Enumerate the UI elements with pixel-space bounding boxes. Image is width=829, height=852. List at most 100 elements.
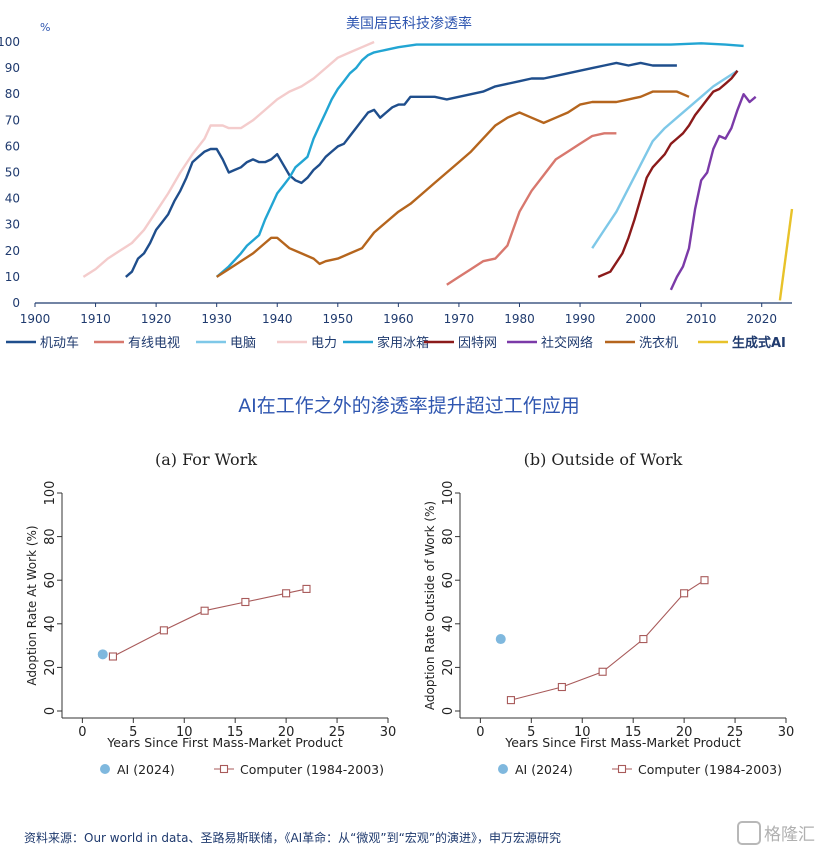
legend-ai-label: AI (2024)	[515, 762, 573, 777]
x-tick-label: 30	[778, 725, 795, 740]
series-line-6	[591, 69, 739, 249]
top-y-tick-label: 100	[0, 35, 20, 49]
computer-data-point	[302, 584, 311, 593]
top-x-tick-label: 1900	[20, 312, 51, 326]
y-tick-label: 100	[43, 481, 58, 506]
x-axis-title: Years Since First Mass-Market Product	[504, 735, 741, 750]
y-tick-label: 40	[441, 616, 456, 633]
ai-data-point	[97, 649, 108, 660]
top-chart-y-unit: %	[40, 21, 50, 34]
y-tick-label: 80	[43, 528, 58, 545]
computer-series-line	[112, 588, 307, 657]
legend-computer-label: Computer (1984-2003)	[240, 762, 384, 777]
legend-ai-marker	[100, 764, 110, 774]
y-tick-label: 40	[43, 616, 58, 633]
x-tick-label: 20	[676, 725, 693, 740]
top-x-tick-label: 2020	[746, 312, 777, 326]
top-x-tick-label: 1980	[504, 312, 535, 326]
y-tick-label: 0	[43, 707, 58, 715]
series-line-9	[778, 208, 794, 301]
y-tick-label: 60	[43, 572, 58, 589]
series-line-3	[215, 42, 744, 278]
top-y-tick-label: 20	[5, 244, 20, 258]
top-x-tick-label: 1950	[323, 312, 354, 326]
legend-label-5: 家用冰箱	[377, 335, 429, 351]
legend-label-9: 生成式AI	[732, 335, 786, 351]
x-tick-label: 5	[129, 725, 137, 740]
top-x-tick-label: 1910	[80, 312, 111, 326]
top-x-tick-label: 1960	[383, 312, 414, 326]
top-y-tick-label: 0	[12, 296, 20, 310]
series-line-7	[597, 69, 739, 279]
computer-data-point	[557, 682, 566, 692]
us-tech-penetration-chart: 美国居民科技渗透率 % 0 10 20 30 40 50 60 70 80 90 100 1900 19…	[0, 15, 794, 351]
top-x-tick-label: 1990	[565, 312, 596, 326]
top-y-tick-label: 80	[5, 87, 20, 101]
top-y-tick-label: 50	[5, 166, 20, 180]
y-tick-label: 0	[441, 707, 456, 715]
legend-label-4: 电力	[311, 336, 337, 351]
top-x-tick-label: 1920	[141, 312, 172, 326]
series-line-5	[446, 132, 617, 286]
legend-label-1: 机动车	[40, 335, 79, 351]
x-tick-label: 0	[476, 725, 484, 740]
source-note: 资料来源：Our world in data、圣路易斯联储，《AI革命：从“微观…	[24, 830, 561, 845]
series-line-2	[125, 61, 677, 278]
computer-data-point	[639, 635, 648, 644]
computer-data-point	[700, 576, 709, 585]
top-x-tick-label: 2010	[686, 312, 717, 326]
x-axis-title: Years Since First Mass-Market Product	[106, 735, 343, 750]
legend-label-2: 有线电视	[128, 336, 180, 351]
y-axis-title: Adoption Rate Outside of Work (%)	[423, 501, 437, 710]
x-tick-label: 15	[625, 725, 642, 740]
x-tick-label: 20	[278, 725, 295, 740]
top-chart-axes: 0 10 20 30 40 50 60 70 80 90 100 1900 1910 1920 1930 19…	[0, 35, 792, 326]
top-y-tick-label: 30	[5, 218, 20, 232]
y-tick-label: 100	[441, 481, 456, 506]
y-tick-label: 80	[441, 528, 456, 545]
top-chart-title: 美国居民科技渗透率	[346, 15, 472, 32]
legend-ai-label: AI (2024)	[117, 762, 175, 777]
y-axis-title: Adoption Rate At Work (%)	[25, 525, 39, 685]
computer-series-line	[510, 579, 705, 701]
top-x-tick-label: 2000	[625, 312, 656, 326]
top-y-tick-label: 70	[5, 113, 20, 127]
top-x-tick-label: 1930	[201, 312, 232, 326]
section-title: AI在工作之外的渗透率提升超过工作应用	[238, 395, 580, 417]
legend-computer-marker	[617, 764, 627, 774]
computer-data-point	[108, 652, 117, 661]
computer-data-point	[680, 589, 689, 598]
top-y-tick-label: 60	[5, 139, 20, 153]
y-tick-label: 20	[441, 659, 456, 676]
top-chart-legend: 机动车 有线电视 电脑 电力 家用冰箱 因特网 社交网络 洗衣机 生成式AI	[6, 335, 786, 351]
y-tick-label: 20	[43, 659, 58, 676]
y-tick-label: 60	[441, 572, 456, 589]
top-y-tick-label: 90	[5, 61, 20, 75]
legend-ai-marker	[498, 764, 508, 774]
watermark-logo: 格隆汇	[737, 821, 815, 845]
legend-label-7: 社交网络	[541, 335, 593, 351]
watermark-icon	[737, 821, 761, 845]
legend-label-6: 因特网	[458, 336, 497, 351]
series-line-8	[669, 93, 757, 291]
computer-data-point	[200, 606, 209, 615]
for-work-chart: (a) For Work 0 20 40 60 80 100 0 5 10 15 20 25 30 Yea…	[25, 450, 396, 777]
x-tick-label: 30	[380, 725, 397, 740]
computer-data-point	[241, 597, 250, 607]
outside-work-chart: (b) Outside of Work 0 20 40 60 80 100 0 5 10 15 20…	[423, 450, 794, 777]
x-tick-label: 25	[329, 725, 346, 740]
top-y-tick-label: 10	[5, 270, 20, 284]
legend-computer-label: Computer (1984-2003)	[638, 762, 782, 777]
top-chart-series	[82, 40, 794, 301]
x-tick-label: 25	[727, 725, 744, 740]
computer-data-point	[282, 589, 291, 598]
chart-b-title: (b) Outside of Work	[524, 450, 683, 469]
x-tick-label: 0	[78, 725, 86, 740]
series-line-4	[216, 90, 690, 278]
series-line-1	[82, 40, 375, 278]
ai-data-point	[495, 634, 506, 645]
computer-data-point	[506, 696, 515, 705]
legend-label-8: 洗衣机	[639, 335, 678, 351]
top-x-tick-label: 1940	[262, 312, 293, 326]
